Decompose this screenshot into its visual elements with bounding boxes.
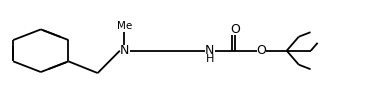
Text: N: N xyxy=(120,44,129,57)
Text: Me: Me xyxy=(117,21,132,31)
Text: N: N xyxy=(205,44,214,57)
Text: O: O xyxy=(230,23,240,36)
Text: O: O xyxy=(256,44,266,57)
Text: H: H xyxy=(205,53,214,64)
